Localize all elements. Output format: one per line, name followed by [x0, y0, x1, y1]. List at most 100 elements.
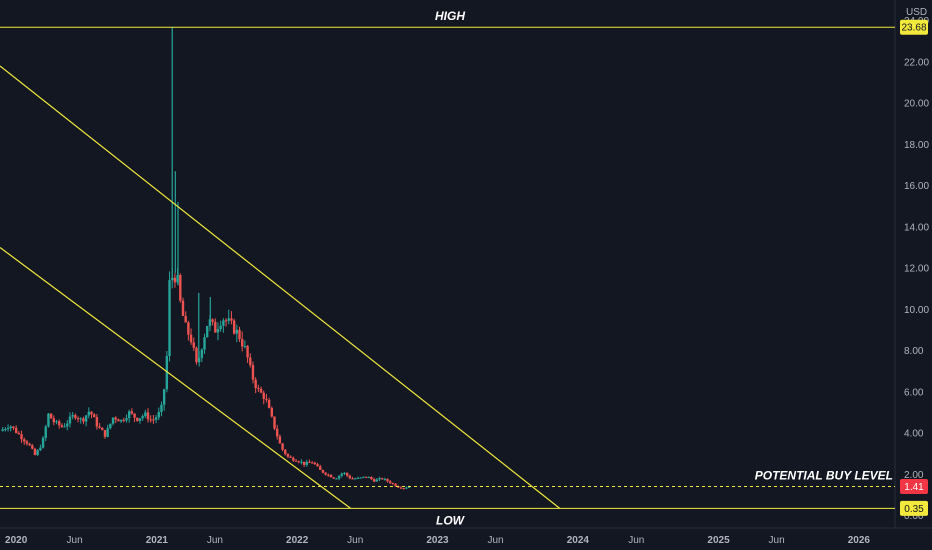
candle-body — [141, 416, 144, 419]
candle-body — [265, 398, 268, 400]
candle-body — [345, 472, 349, 476]
candle-body — [136, 417, 139, 421]
candle-body — [154, 417, 158, 420]
low-price-badge-text: 0.35 — [904, 504, 924, 515]
candle-body — [230, 318, 233, 321]
candle-body — [310, 462, 314, 464]
candle-body — [71, 415, 74, 417]
candle-body — [168, 280, 171, 356]
high-level-label: HIGH — [435, 9, 465, 23]
candle-body — [232, 320, 236, 334]
candle-body — [179, 274, 182, 301]
price-tick-label: 12.00 — [904, 264, 929, 275]
candle-body — [63, 426, 66, 428]
candle-body — [144, 412, 147, 417]
candle-body — [313, 462, 317, 465]
candle-body — [273, 416, 276, 429]
time-tick-label: 2023 — [426, 535, 449, 546]
trendlines[interactable] — [0, 65, 561, 509]
candle-body — [386, 478, 389, 482]
candle-body — [90, 411, 93, 415]
candle-body — [302, 461, 306, 465]
time-tick-label: 2026 — [848, 535, 871, 546]
candle-body — [372, 479, 376, 482]
candle-body — [292, 457, 295, 461]
candle-body — [359, 477, 362, 479]
candle-body — [356, 477, 360, 479]
candle-body — [92, 414, 96, 418]
candle-body — [343, 472, 346, 474]
time-tick-label: Jun — [769, 535, 785, 546]
candle-body — [111, 417, 115, 424]
candle-body — [14, 428, 18, 433]
candle-body — [305, 461, 308, 465]
candle-body — [308, 461, 311, 463]
time-axis[interactable]: 2020 Jun 2021 Jun 2022 Jun 2023 Jun 2024 Jun 2025 J… — [5, 535, 870, 546]
candle-body — [321, 469, 325, 473]
time-tick-label: Jun — [628, 535, 644, 546]
candle-body — [281, 443, 284, 450]
candle-body — [378, 478, 381, 480]
candle-body — [189, 334, 193, 343]
candle-body — [160, 404, 163, 412]
candle-body — [55, 421, 58, 423]
current-price-badge-text: 1.41 — [904, 482, 924, 493]
candle-body — [327, 474, 330, 476]
candle-body — [259, 388, 263, 393]
candle-body — [270, 407, 274, 417]
candle-body — [68, 416, 72, 424]
candle-body — [227, 318, 230, 321]
candle-body — [31, 445, 34, 449]
time-tick-label: 2022 — [286, 535, 309, 546]
candle-body — [375, 479, 378, 482]
candle-body — [340, 473, 343, 476]
candle-body — [211, 319, 214, 322]
price-tick-label: 20.00 — [904, 99, 929, 110]
candle-body — [106, 428, 109, 437]
candle-body — [12, 426, 15, 429]
candle-body — [114, 417, 117, 420]
candle-body — [66, 423, 69, 427]
candle-body — [267, 399, 271, 408]
low-price-badge: 0.35 — [900, 500, 928, 516]
candle-body — [407, 486, 411, 488]
candle-body — [286, 453, 290, 457]
candle-body — [33, 448, 37, 455]
time-tick-label: 2024 — [567, 535, 590, 546]
candle-body — [162, 389, 166, 405]
candle-body — [36, 450, 39, 455]
candle-body — [119, 419, 123, 422]
candle-body — [335, 478, 338, 480]
candle-body — [117, 419, 120, 422]
candle-body — [28, 443, 31, 446]
candle-body — [364, 476, 368, 478]
candle-body — [275, 428, 279, 437]
price-tick-label: 10.00 — [904, 305, 929, 316]
candle-body — [319, 466, 322, 470]
candle-body — [49, 413, 53, 419]
time-tick-label: Jun — [207, 535, 223, 546]
candle-body — [44, 426, 47, 438]
horizontal-levels[interactable] — [0, 26, 895, 509]
candle-body — [389, 481, 392, 484]
candle-body — [394, 483, 397, 487]
price-tick-label: 18.00 — [904, 140, 929, 151]
candle-body — [184, 315, 187, 323]
candle-body — [278, 436, 282, 444]
candle-body — [354, 478, 357, 480]
candle-body — [316, 464, 319, 467]
candle-body — [74, 415, 77, 419]
candle-body — [249, 357, 252, 366]
time-tick-label: Jun — [347, 535, 363, 546]
candle-body — [39, 447, 42, 451]
time-tick-label: Jun — [487, 535, 503, 546]
candle-body — [165, 355, 169, 390]
candle-body — [79, 418, 82, 420]
price-tick-label: 6.00 — [904, 387, 924, 398]
price-tick-label: 22.00 — [904, 57, 929, 68]
candle-body — [152, 419, 155, 421]
candle-body — [297, 461, 300, 463]
candle-body — [380, 478, 384, 480]
